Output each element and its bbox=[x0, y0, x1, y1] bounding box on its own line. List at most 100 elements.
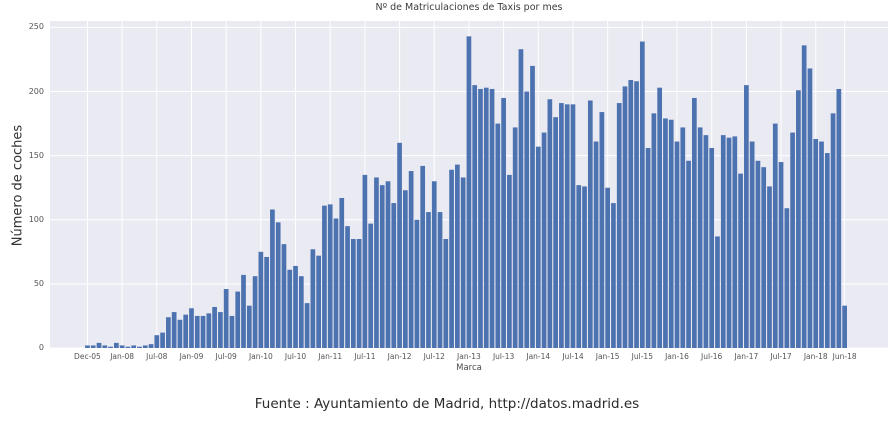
bar bbox=[703, 135, 709, 348]
plot-area bbox=[50, 21, 888, 348]
bar bbox=[275, 222, 281, 348]
bar bbox=[194, 315, 200, 348]
bar bbox=[709, 147, 715, 348]
bar bbox=[530, 65, 535, 348]
bar bbox=[414, 219, 420, 348]
bar bbox=[431, 181, 437, 348]
bar bbox=[455, 164, 460, 348]
bar bbox=[391, 203, 397, 348]
bar bbox=[622, 86, 628, 348]
bar bbox=[183, 314, 189, 348]
bar bbox=[119, 345, 125, 348]
y-tick-label: 250 bbox=[28, 22, 44, 32]
bar bbox=[368, 223, 374, 348]
bar bbox=[639, 41, 645, 348]
bar bbox=[483, 87, 489, 348]
bar bbox=[657, 87, 663, 348]
x-tick-label: Jul-14 bbox=[562, 352, 584, 361]
bar bbox=[732, 136, 738, 348]
bar bbox=[784, 208, 790, 348]
bar bbox=[507, 174, 512, 348]
bar bbox=[518, 49, 524, 348]
bar bbox=[270, 209, 275, 348]
bar bbox=[726, 137, 732, 348]
x-tick-label: Jan-16 bbox=[665, 352, 689, 361]
bar bbox=[692, 97, 697, 348]
bar bbox=[379, 185, 385, 348]
x-tick-label: Jul-17 bbox=[770, 352, 792, 361]
bar bbox=[356, 239, 362, 348]
bar bbox=[206, 313, 212, 348]
bar bbox=[420, 165, 426, 348]
bar bbox=[749, 141, 755, 348]
bar bbox=[605, 187, 610, 348]
bar bbox=[304, 303, 310, 348]
bar bbox=[715, 236, 720, 348]
y-tick-label: 100 bbox=[28, 214, 44, 224]
y-tick-label: 50 bbox=[33, 278, 44, 288]
bar bbox=[720, 135, 726, 348]
bar bbox=[177, 319, 183, 348]
bar bbox=[807, 68, 813, 348]
bar bbox=[333, 218, 339, 348]
bar bbox=[142, 345, 148, 348]
bar bbox=[408, 171, 414, 348]
x-tick-label: Jul-11 bbox=[354, 352, 376, 361]
bar bbox=[235, 291, 241, 348]
bar bbox=[570, 104, 576, 348]
x-tick-label: Jan-12 bbox=[387, 352, 412, 361]
bar bbox=[634, 81, 639, 348]
bar bbox=[148, 344, 154, 348]
bar bbox=[668, 119, 674, 348]
bar bbox=[131, 345, 137, 348]
bar bbox=[651, 113, 657, 348]
bar bbox=[628, 79, 634, 348]
bar bbox=[593, 141, 599, 348]
bar bbox=[322, 205, 327, 348]
bar bbox=[114, 342, 119, 348]
bar bbox=[223, 289, 229, 348]
bar bbox=[645, 147, 651, 348]
bar bbox=[495, 123, 501, 348]
bar bbox=[90, 345, 96, 348]
bar bbox=[443, 239, 449, 348]
bar bbox=[310, 249, 316, 348]
x-tick-label: Jul-15 bbox=[631, 352, 653, 361]
x-tick-label: Jan-11 bbox=[318, 352, 343, 361]
bar bbox=[697, 127, 703, 348]
x-tick-label: Jul-09 bbox=[215, 352, 237, 361]
bar bbox=[564, 104, 570, 348]
bar bbox=[252, 276, 258, 348]
bar bbox=[535, 146, 541, 348]
x-tick-label: Jan-13 bbox=[457, 352, 481, 361]
bar bbox=[674, 141, 680, 348]
bar bbox=[772, 123, 778, 348]
bar bbox=[559, 103, 564, 348]
source-caption: Fuente : Ayuntamiento de Madrid, http://… bbox=[254, 396, 640, 412]
bar bbox=[686, 160, 691, 348]
bar bbox=[744, 85, 749, 348]
y-tick-label: 150 bbox=[28, 150, 44, 160]
bar bbox=[824, 153, 830, 348]
bar bbox=[813, 138, 819, 348]
bar bbox=[171, 312, 177, 348]
bar bbox=[611, 203, 616, 348]
bar bbox=[154, 335, 160, 348]
bar bbox=[385, 181, 391, 348]
bar bbox=[830, 113, 836, 348]
bar bbox=[680, 127, 686, 348]
bar bbox=[466, 36, 472, 348]
bar bbox=[362, 174, 368, 348]
bar bbox=[350, 239, 356, 348]
bar bbox=[778, 162, 784, 348]
bar bbox=[137, 346, 142, 348]
bar bbox=[616, 103, 622, 348]
bar bbox=[819, 141, 824, 348]
bar bbox=[298, 276, 304, 348]
bar bbox=[96, 342, 102, 348]
bar bbox=[582, 186, 587, 348]
y-tick-label: 200 bbox=[28, 86, 44, 96]
bar bbox=[790, 132, 795, 348]
bar bbox=[587, 100, 593, 348]
x-tick-label: Jul-13 bbox=[492, 352, 515, 361]
